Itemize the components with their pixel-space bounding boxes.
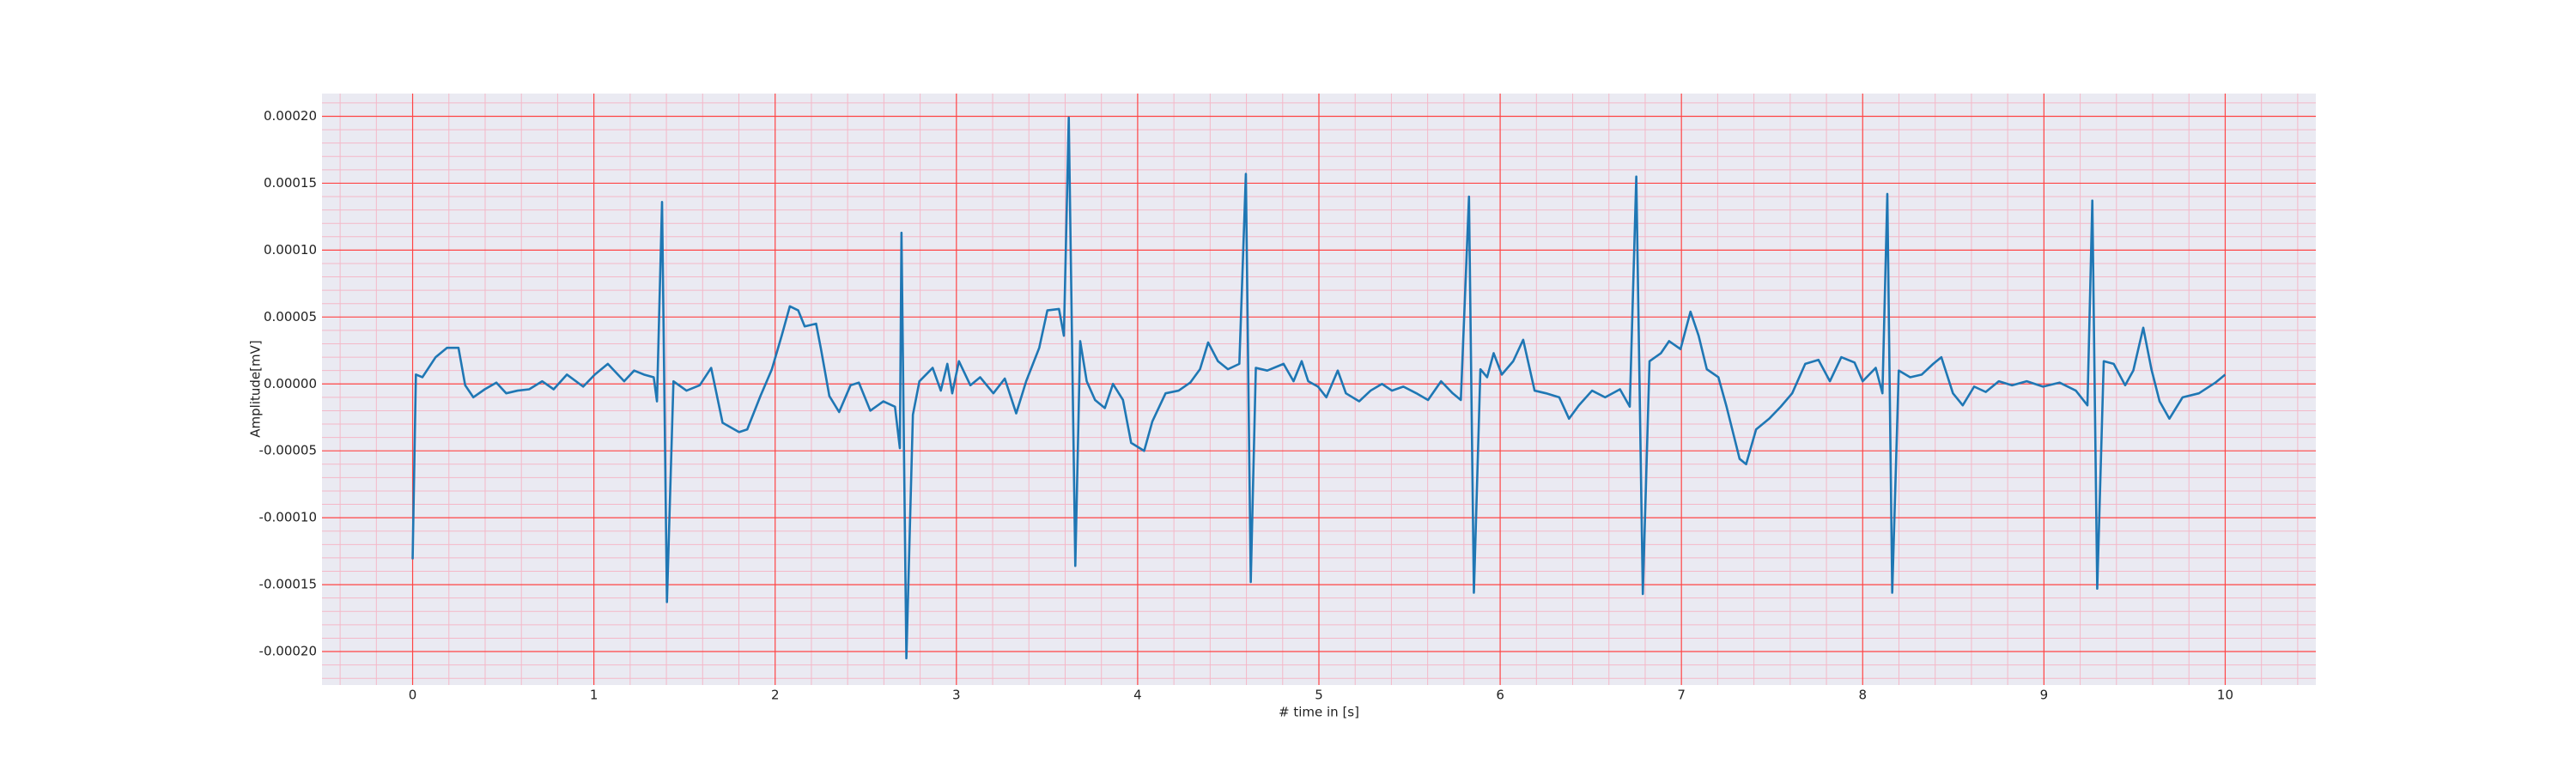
y-tick-label: -0.00010 [259, 510, 317, 525]
x-tick-label: 0 [409, 688, 417, 703]
ecg-line [411, 116, 2227, 660]
x-axis-label: # time in [s] [1279, 705, 1359, 720]
y-tick-label: 0.00010 [264, 242, 317, 258]
x-tick-label: 2 [771, 688, 780, 703]
y-tick-label: 0.00020 [264, 108, 317, 124]
y-axis-label: Amplitude[mV] [248, 340, 264, 437]
x-tick-label: 5 [1315, 688, 1323, 703]
x-tick-label: 1 [590, 688, 598, 703]
grid [322, 94, 2316, 685]
x-tick-label: 6 [1496, 688, 1504, 703]
x-tick-label: 7 [1677, 688, 1686, 703]
y-tick-label: 0.00000 [264, 376, 317, 391]
y-tick-label: 0.00005 [264, 309, 317, 324]
x-tick-label: 9 [2040, 688, 2049, 703]
y-tick-label: -0.00020 [259, 644, 317, 659]
y-tick-label: -0.00015 [259, 577, 317, 592]
x-tick-label: 3 [952, 688, 961, 703]
y-tick-label: 0.00015 [264, 175, 317, 191]
x-tick-label: 10 [2217, 688, 2233, 703]
y-tick-label: -0.00005 [259, 443, 317, 458]
x-tick-label: 4 [1133, 688, 1142, 703]
x-tick-label: 8 [1858, 688, 1867, 703]
